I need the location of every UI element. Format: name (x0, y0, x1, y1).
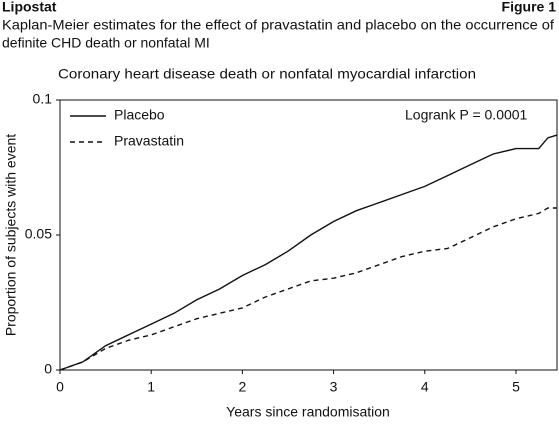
series-line (59, 134, 558, 371)
y-tick-label: 0.05 (25, 226, 52, 242)
series-line (59, 207, 557, 371)
x-tick-label: 3 (330, 379, 338, 395)
x-tick-label: 5 (512, 379, 520, 395)
x-tick-label: 4 (421, 379, 429, 395)
legend-label: Pravastatin (114, 133, 184, 149)
x-tick-label: 2 (238, 379, 246, 395)
y-axis-label: Proportion of subjects with event (3, 134, 19, 336)
subtitle: definite CHD death or nonfatal MI (2, 35, 210, 51)
y-tick-label: 0 (44, 361, 52, 377)
x-tick-label: 0 (56, 379, 64, 395)
figure-label: Figure 1 (502, 0, 557, 15)
chart-title: Coronary heart disease death or nonfatal… (58, 66, 476, 82)
subtitle: Kaplan-Meier estimates for the effect of… (2, 17, 554, 33)
legend-label: Placebo (114, 107, 165, 123)
x-axis-label: Years since randomisation (226, 404, 390, 420)
x-tick-label: 1 (147, 379, 155, 395)
y-tick-label: 0.1 (33, 91, 53, 107)
annotation: Logrank P = 0.0001 (405, 107, 528, 123)
brand: Lipostat (2, 0, 57, 15)
